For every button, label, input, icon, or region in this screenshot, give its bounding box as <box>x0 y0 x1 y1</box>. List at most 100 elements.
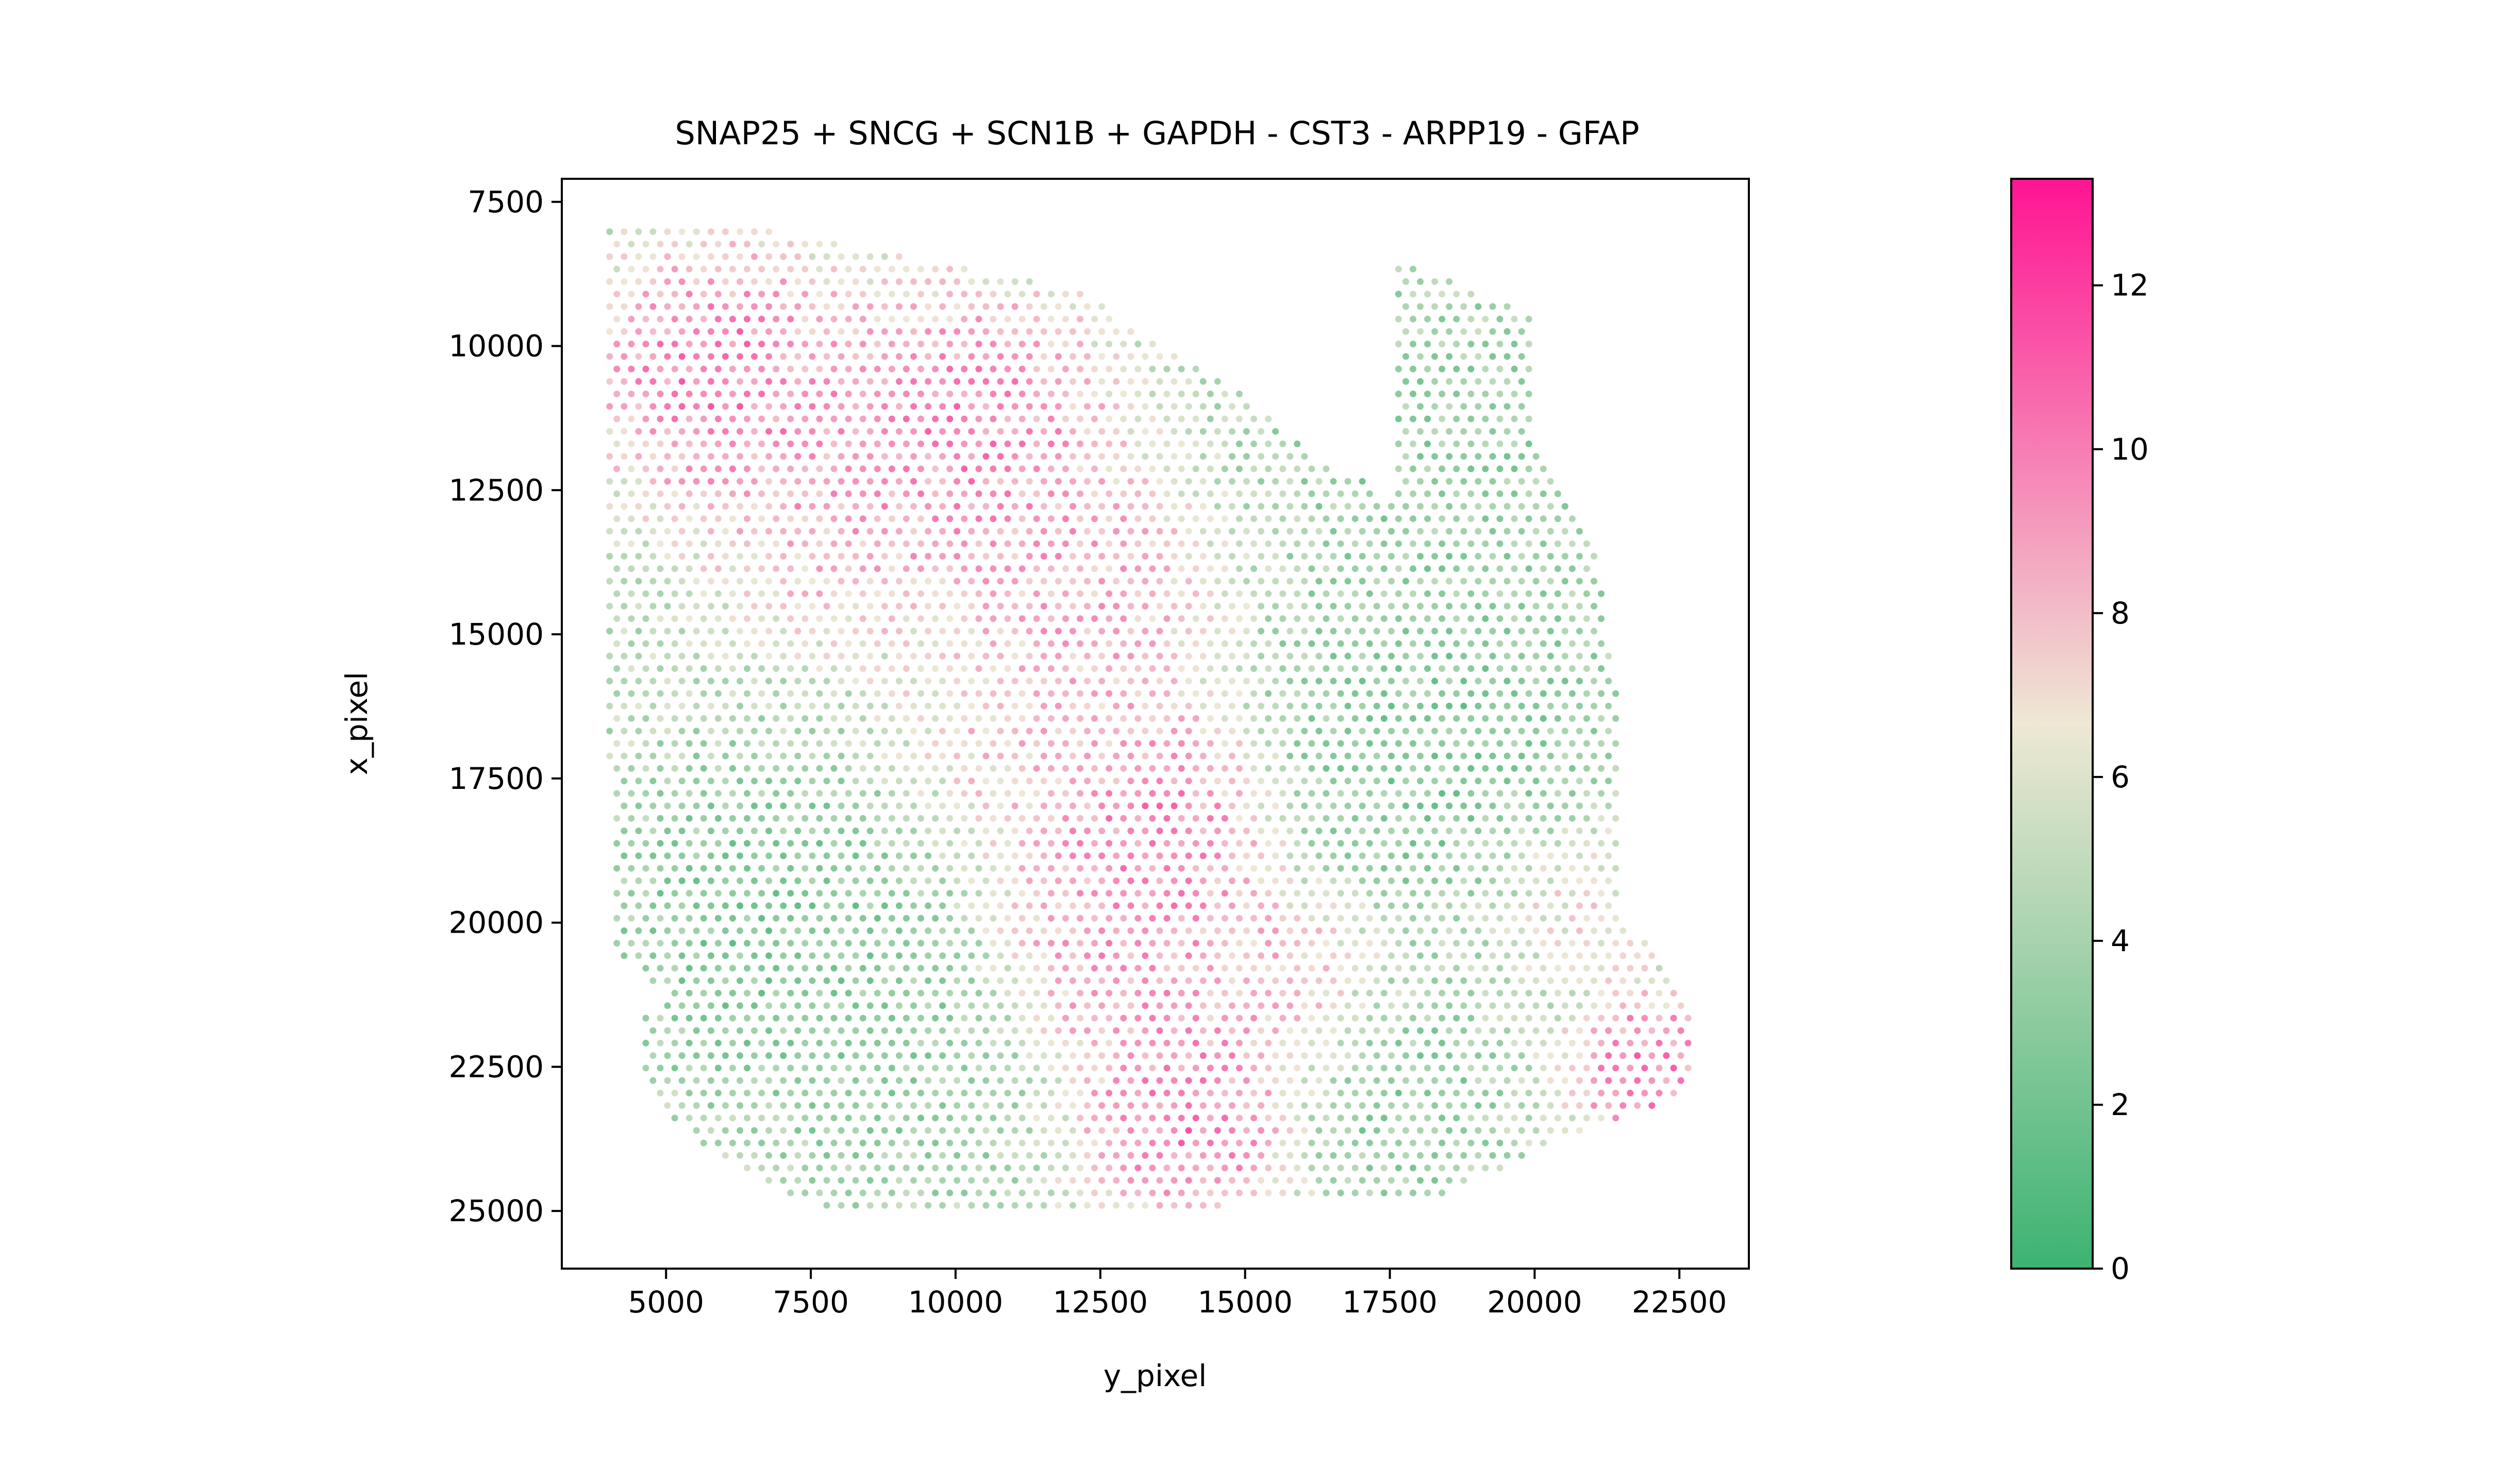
scatter-point <box>1453 840 1460 847</box>
scatter-point <box>1439 1039 1446 1047</box>
scatter-point <box>1424 1015 1431 1022</box>
scatter-point <box>758 540 765 547</box>
scatter-point <box>895 877 903 884</box>
scatter-point <box>1142 702 1149 710</box>
scatter-point <box>1591 1002 1597 1009</box>
scatter-point <box>1033 540 1040 547</box>
scatter-point <box>1446 678 1453 685</box>
scatter-point <box>1417 728 1424 735</box>
scatter-point <box>1547 478 1554 485</box>
scatter-point <box>852 528 859 535</box>
scatter-point <box>1163 1115 1171 1122</box>
scatter-point <box>765 678 773 685</box>
scatter-point <box>1612 1015 1619 1022</box>
scatter-point <box>830 391 838 397</box>
scatter-point <box>895 353 903 360</box>
scatter-point <box>1062 890 1069 897</box>
scatter-point <box>714 765 722 772</box>
scatter-point <box>1612 989 1619 997</box>
scatter-point <box>816 865 823 872</box>
scatter-point <box>1004 1165 1011 1172</box>
scatter-point <box>1561 1027 1568 1034</box>
scatter-point <box>1192 565 1199 572</box>
scatter-point <box>939 977 946 984</box>
scatter-point <box>1496 315 1504 323</box>
scatter-point <box>946 615 954 622</box>
scatter-point <box>1171 977 1178 984</box>
scatter-point <box>1475 602 1482 610</box>
scatter-point <box>975 291 982 298</box>
scatter-point <box>961 465 968 473</box>
scatter-point <box>606 303 613 310</box>
scatter-point <box>801 440 809 447</box>
scatter-point <box>1033 391 1040 397</box>
scatter-point <box>664 927 671 934</box>
scatter-point <box>1315 1177 1323 1184</box>
scatter-point <box>816 590 823 597</box>
scatter-point <box>1388 602 1395 610</box>
scatter-point <box>939 1102 946 1109</box>
scatter-point <box>1511 915 1518 922</box>
scatter-point <box>939 728 946 735</box>
scatter-point <box>1113 1002 1120 1009</box>
scatter-point <box>1344 628 1351 635</box>
scatter-point <box>765 1152 773 1159</box>
scatter-point <box>997 528 1004 535</box>
scatter-point <box>773 740 780 747</box>
scatter-point <box>1156 553 1163 560</box>
scatter-point <box>845 1165 852 1172</box>
scatter-point <box>1511 415 1518 423</box>
scatter-point <box>1084 1052 1091 1059</box>
scatter-point <box>895 1052 903 1059</box>
scatter-point <box>794 602 801 610</box>
scatter-point <box>1424 365 1431 373</box>
scatter-point <box>1018 1189 1026 1196</box>
scatter-point <box>794 528 801 535</box>
scatter-point <box>1489 1102 1496 1109</box>
scatter-point <box>1475 1102 1482 1109</box>
scatter-point <box>895 902 903 909</box>
scatter-point <box>1258 1077 1264 1084</box>
scatter-point <box>1395 1189 1402 1196</box>
scatter-point <box>1134 465 1142 473</box>
scatter-point <box>1482 865 1489 872</box>
scatter-point <box>874 915 881 922</box>
scatter-point <box>1055 1027 1062 1034</box>
scatter-point <box>866 553 874 560</box>
scatter-point <box>1265 1189 1272 1196</box>
scatter-point <box>1084 553 1091 560</box>
scatter-point <box>1388 852 1395 859</box>
scatter-point <box>707 678 714 685</box>
scatter-point <box>1040 1127 1047 1134</box>
scatter-point <box>1323 765 1330 772</box>
scatter-point <box>1250 565 1257 572</box>
scatter-point <box>1033 415 1040 423</box>
scatter-point <box>816 1015 823 1022</box>
scatter-point <box>1091 365 1098 373</box>
scatter-point <box>1496 965 1504 972</box>
scatter-point <box>838 378 845 385</box>
scatter-point <box>903 865 910 872</box>
scatter-point <box>1178 515 1185 522</box>
scatter-point <box>1265 1065 1272 1072</box>
scatter-point <box>1431 303 1438 310</box>
scatter-point <box>895 403 903 410</box>
scatter-point <box>990 1165 997 1172</box>
scatter-point <box>823 553 830 560</box>
scatter-point <box>1192 940 1199 947</box>
scatter-point <box>1258 778 1264 785</box>
scatter-point <box>917 1015 924 1022</box>
scatter-point <box>794 1152 801 1159</box>
scatter-point <box>729 1039 736 1047</box>
scatter-point <box>925 1027 932 1034</box>
scatter-point <box>635 478 642 485</box>
scatter-point <box>671 465 678 473</box>
scatter-point <box>1207 1189 1214 1196</box>
scatter-point <box>1171 1202 1178 1209</box>
scatter-point <box>1496 365 1504 373</box>
scatter-point <box>1113 353 1120 360</box>
scatter-point <box>744 1115 750 1122</box>
scatter-point <box>809 927 816 934</box>
scatter-point <box>686 440 693 447</box>
scatter-point <box>1518 828 1525 834</box>
